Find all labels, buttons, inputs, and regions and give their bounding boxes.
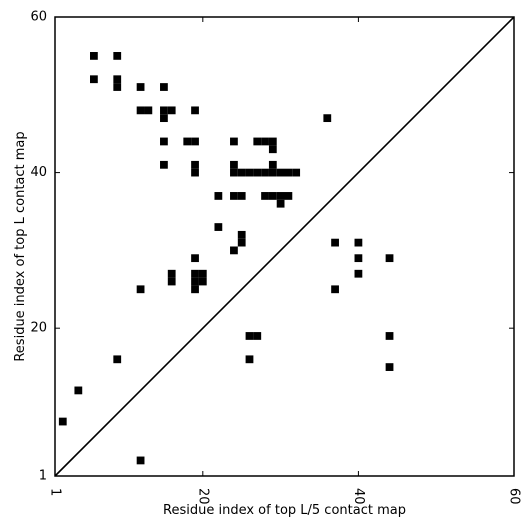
y-tick-label-2: 40 (30, 165, 47, 180)
y-tick-label-3: 60 (30, 10, 47, 25)
contact-cell-14 (160, 137, 168, 146)
x-tick-label-1: 20 (195, 488, 210, 505)
contact-cell-20 (268, 137, 277, 146)
contact-cell-69 (74, 386, 83, 395)
contact-cell-42 (284, 192, 293, 200)
contact-cell-61 (191, 285, 199, 294)
contact-cell-37 (230, 192, 238, 200)
contact-cell-12 (160, 114, 168, 123)
contact-cell-3 (113, 75, 122, 84)
contact-cell-67 (245, 355, 254, 364)
contact-cell-51 (354, 254, 363, 263)
contact-cell-39 (261, 192, 269, 200)
contact-cell-25 (268, 160, 277, 169)
contact-cell-48 (354, 238, 363, 247)
contact-cell-33 (276, 168, 285, 177)
y-axis-label: Residue index of top L contact map (13, 131, 28, 361)
contact-cell-53 (167, 269, 176, 278)
contact-cell-36 (214, 192, 223, 200)
contact-cell-59 (354, 269, 363, 278)
contact-cell-16 (191, 137, 199, 146)
contact-cell-13 (323, 114, 332, 123)
x-tick-label-3: 60 (507, 488, 522, 505)
contact-cells (58, 52, 394, 465)
x-tick-label-2: 40 (351, 488, 366, 505)
axis-ticks (54, 16, 515, 477)
contact-cell-54 (191, 269, 199, 278)
contact-cell-68 (385, 363, 394, 371)
contact-cell-23 (191, 160, 199, 169)
contact-cell-46 (237, 238, 246, 247)
contact-cell-40 (268, 192, 277, 200)
x-axis-label: Residue index of top L/5 contact map (163, 503, 406, 518)
x-tick-label-0: 1 (48, 488, 63, 496)
contact-cell-65 (385, 332, 394, 340)
contact-cell-64 (253, 332, 262, 340)
contact-cell-56 (167, 277, 176, 286)
contact-cell-11 (191, 106, 199, 115)
contact-cell-26 (191, 168, 199, 177)
contact-cell-1 (113, 52, 122, 60)
contact-cell-27 (230, 168, 238, 177)
contact-cell-35 (292, 168, 301, 177)
y-tick-labels: 1 20 40 60 (30, 10, 47, 484)
contact-cell-70 (58, 417, 67, 426)
contact-cell-15 (183, 137, 192, 146)
plot-frame (54, 16, 515, 477)
contact-cell-71 (136, 456, 145, 465)
contact-cell-63 (245, 332, 254, 340)
contact-cell-7 (136, 106, 145, 115)
contact-cell-21 (268, 145, 277, 154)
contact-cell-17 (230, 137, 238, 146)
contact-cell-50 (191, 254, 199, 263)
contact-cell-34 (284, 168, 293, 177)
contact-cell-47 (331, 238, 339, 247)
contact-cell-28 (237, 168, 246, 177)
contact-cell-22 (160, 160, 168, 169)
contact-cell-24 (230, 160, 238, 169)
contact-cell-8 (144, 106, 153, 115)
contact-cell-38 (237, 192, 246, 200)
contact-cell-44 (214, 223, 223, 231)
contact-cell-6 (160, 83, 168, 91)
contact-cell-18 (253, 137, 262, 146)
contact-cell-32 (268, 168, 277, 177)
contact-cell-41 (276, 192, 285, 200)
contact-cell-52 (385, 254, 394, 263)
contact-cell-10 (167, 106, 176, 115)
contact-cell-0 (90, 52, 98, 60)
contact-cell-55 (198, 269, 207, 278)
contact-cell-19 (261, 137, 269, 146)
contact-cell-5 (136, 83, 145, 91)
contact-cell-2 (90, 75, 98, 84)
contact-cell-31 (261, 168, 269, 177)
contact-cell-29 (245, 168, 254, 177)
contact-cell-49 (230, 246, 238, 255)
contact-cell-30 (253, 168, 262, 177)
y-tick-label-0: 1 (39, 469, 47, 484)
y-tick-label-1: 20 (30, 321, 47, 336)
contact-cell-66 (113, 355, 122, 364)
x-tick-labels: 1 20 40 60 (48, 488, 522, 505)
contact-cell-45 (237, 230, 246, 239)
contact-cell-58 (198, 277, 207, 286)
contact-cell-43 (276, 199, 285, 208)
contact-cell-9 (160, 106, 168, 115)
diagonal-line (54, 16, 515, 477)
contact-cell-4 (113, 83, 122, 91)
contact-cell-60 (136, 285, 145, 294)
contact-cell-57 (191, 277, 199, 286)
contact-cell-62 (331, 285, 339, 294)
